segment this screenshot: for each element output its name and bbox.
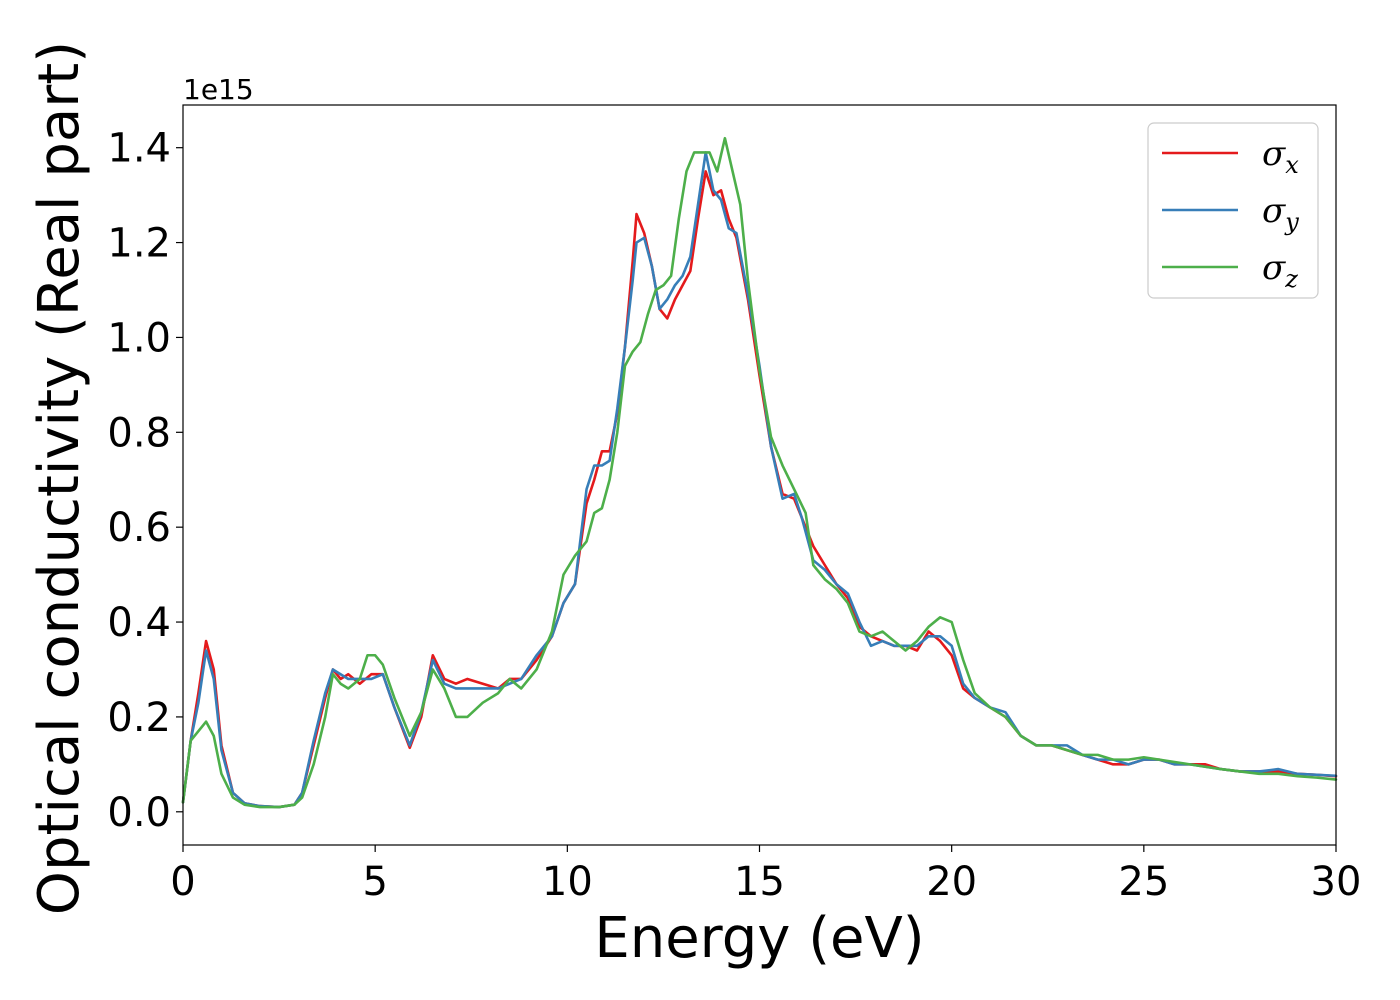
y-tick-label: 0.4 — [107, 600, 171, 646]
y-tick-label: 0.0 — [107, 790, 171, 836]
x-tick-label: 30 — [1311, 859, 1362, 905]
legend-symbol: σ — [1262, 191, 1286, 231]
x-tick-label: 20 — [926, 859, 977, 905]
axis-ticks: 0 5 10 15 20 25 30 0.0 0.2 0.4 0.6 0.8 1.0 1.2 1.4 — [107, 126, 1361, 905]
y-offset-label: 1e15 — [183, 73, 254, 106]
y-tick-label: 1.0 — [107, 315, 171, 361]
y-tick-label: 0.2 — [107, 695, 171, 741]
y-tick-label: 1.4 — [107, 126, 171, 172]
legend-symbol: σ — [1262, 134, 1286, 174]
legend-subscript: y — [1284, 208, 1299, 236]
y-tick-label: 0.8 — [107, 410, 171, 456]
y-axis-title: Optical conductivity (Real part) — [27, 41, 92, 915]
x-tick-label: 5 — [362, 859, 387, 905]
series-line-y — [181, 151, 1338, 809]
series-layer — [181, 136, 1338, 809]
y-tick-label: 0.6 — [107, 505, 171, 551]
legend-subscript: x — [1285, 151, 1299, 179]
legend-symbol: σ — [1262, 248, 1286, 288]
plot-frame — [182, 104, 1337, 846]
series-line-z — [181, 136, 1338, 809]
x-axis-title: Energy (eV) — [594, 906, 924, 971]
x-tick-label: 15 — [734, 859, 785, 905]
legend-subscript: z — [1284, 265, 1298, 293]
y-tick-label: 1.2 — [107, 221, 171, 267]
x-tick-label: 25 — [1118, 859, 1169, 905]
x-tick-label: 10 — [542, 859, 593, 905]
x-tick-label: 0 — [170, 859, 195, 905]
legend-label-y: σy — [1262, 191, 1299, 236]
legend-label-z: σz — [1262, 248, 1298, 293]
legend-label-x: σx — [1262, 134, 1299, 179]
